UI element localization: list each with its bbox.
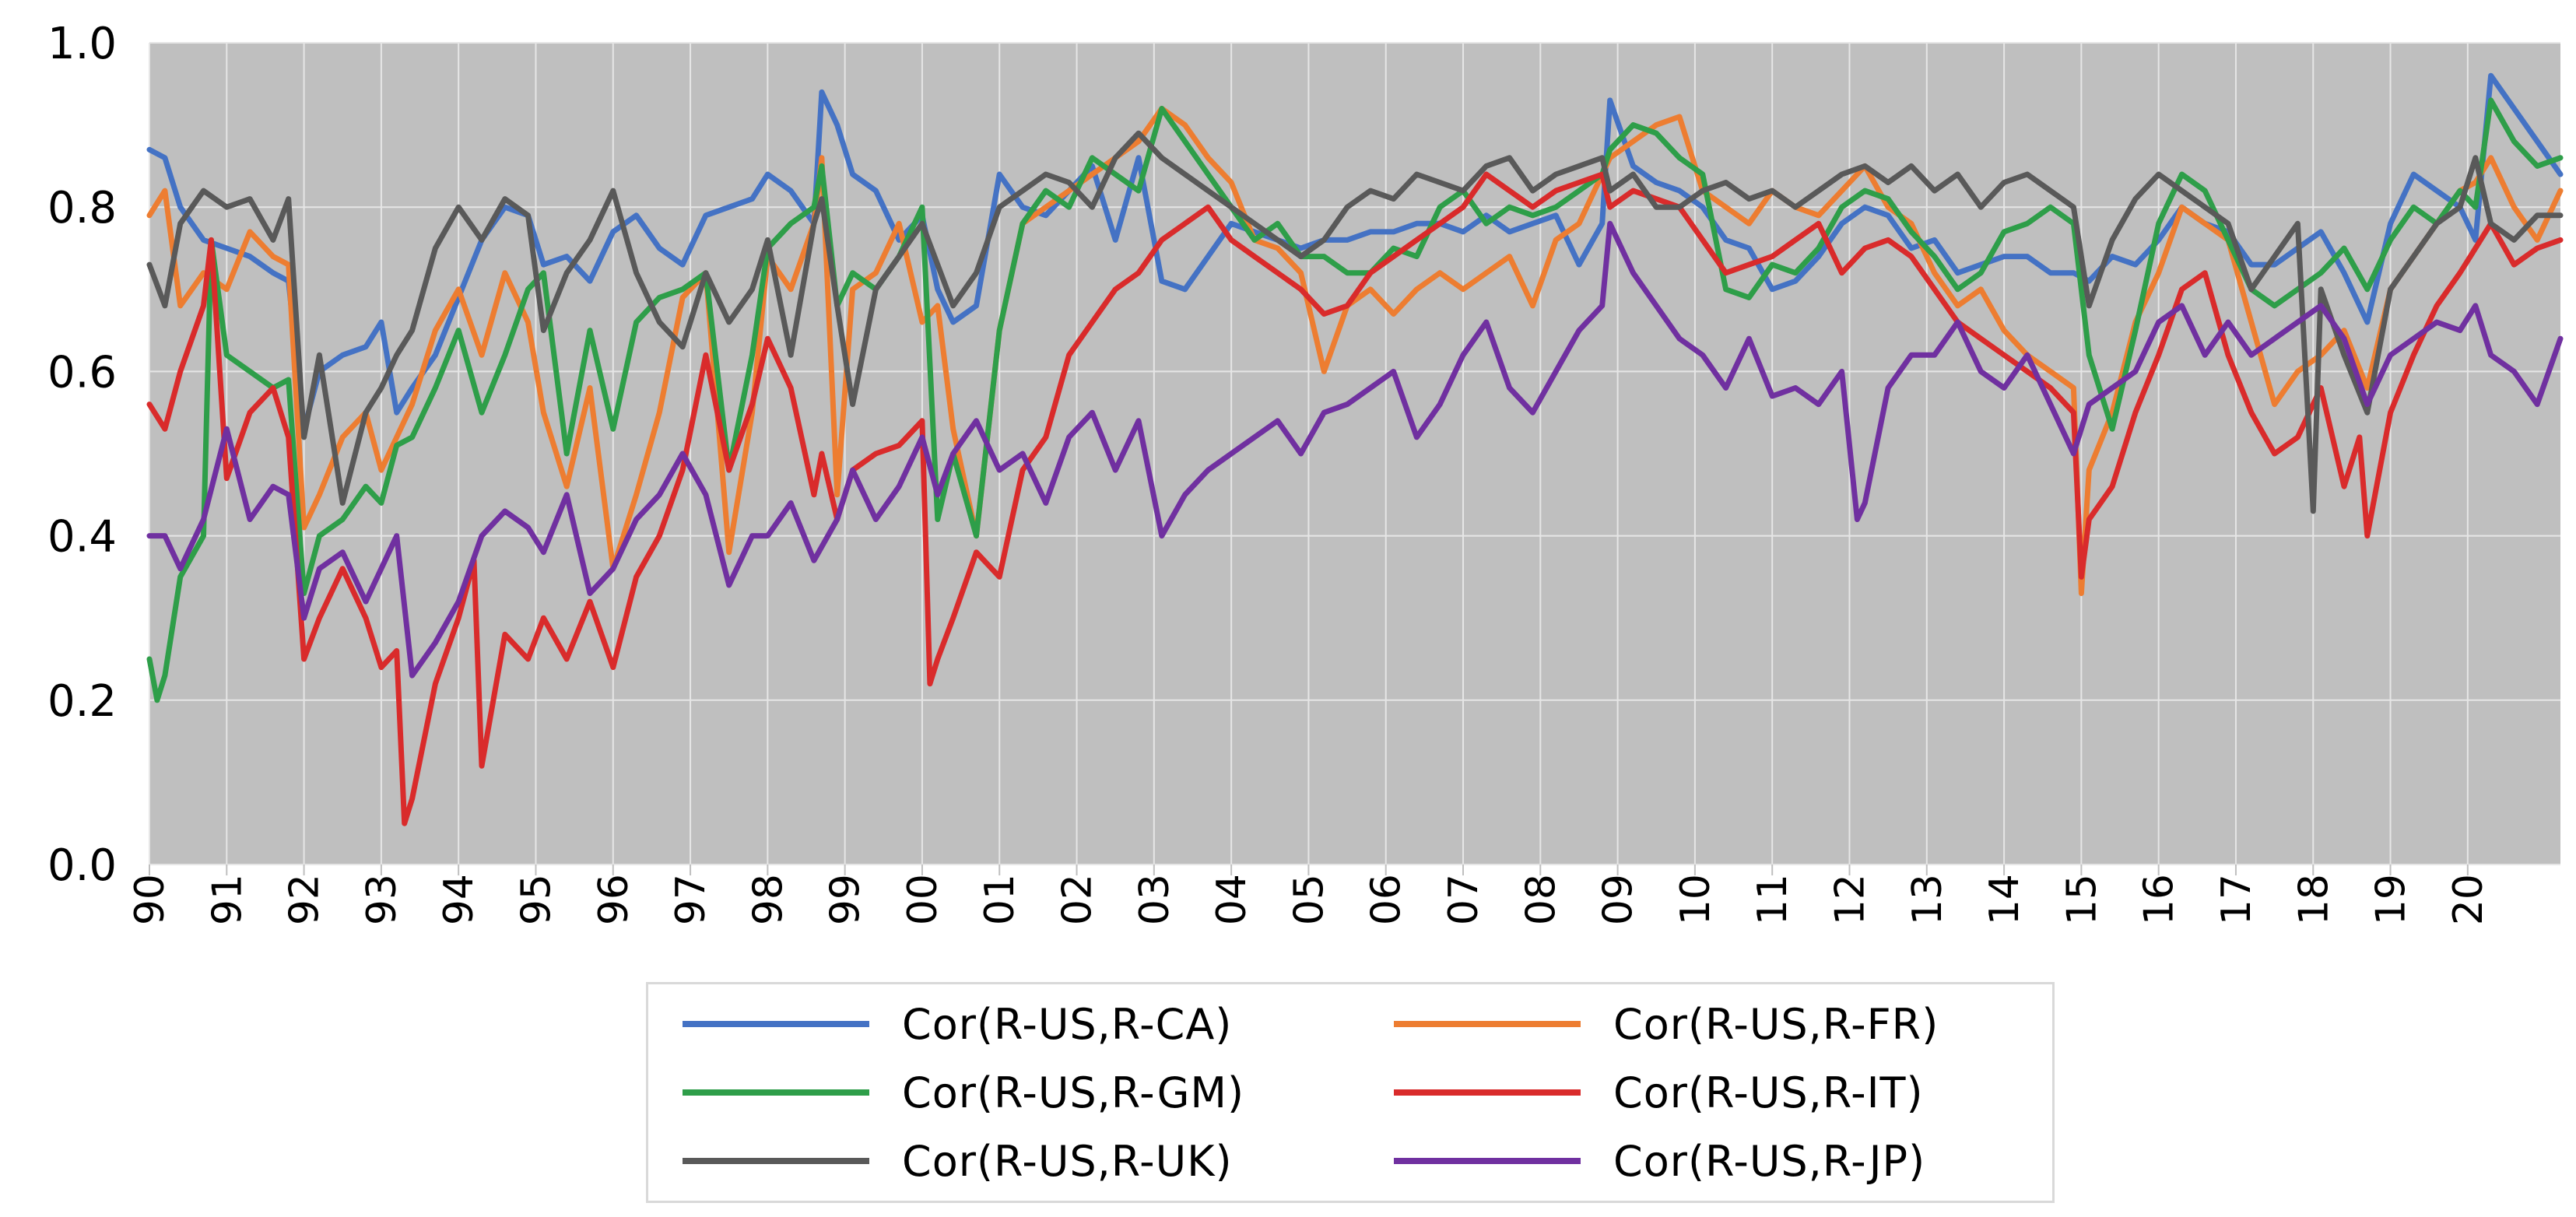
x-tick-label: 00	[900, 874, 946, 925]
x-tick-label: 98	[745, 874, 791, 925]
legend-swatch-jp	[1394, 1158, 1581, 1164]
x-tick-label: 20	[2445, 874, 2492, 925]
x-tick-label: 96	[591, 874, 637, 925]
x-tick-label: 06	[1363, 874, 1410, 925]
legend-item-gm: Cor(R-US,R-GM)	[683, 1057, 1244, 1128]
legend-label-uk: Cor(R-US,R-UK)	[902, 1136, 1233, 1186]
x-tick-label: 90	[127, 874, 174, 925]
legend-label-ca: Cor(R-US,R-CA)	[902, 999, 1233, 1049]
x-tick-label: 12	[1827, 874, 1873, 925]
x-tick-label: 18	[2290, 874, 2337, 925]
x-tick-label: 11	[1750, 874, 1796, 925]
x-tick-label: 10	[1672, 874, 1719, 925]
series-line-cor-r-us-r-gm	[146, 97, 2564, 703]
legend-item-jp: Cor(R-US,R-JP)	[1394, 1126, 1925, 1196]
x-tick-label: 08	[1518, 874, 1564, 925]
y-tick-label: 0.6	[47, 347, 117, 398]
y-tick-label: 0.0	[47, 840, 117, 891]
y-tick-label: 0.2	[47, 676, 117, 727]
x-tick-label: 97	[668, 874, 714, 925]
x-tick-label: 99	[823, 874, 869, 925]
legend-label-gm: Cor(R-US,R-GM)	[902, 1068, 1245, 1117]
plot-area	[149, 43, 2560, 865]
x-tick-label: 92	[282, 874, 328, 925]
y-tick-label: 0.4	[47, 512, 117, 563]
series-lines	[146, 72, 2564, 826]
y-axis-labels: 0.0 0.2 0.4 0.6 0.8 1.0	[47, 19, 117, 891]
x-tick-label: 16	[2136, 874, 2183, 925]
x-tick-label: 91	[204, 874, 251, 925]
x-tick-label: 02	[1055, 874, 1101, 925]
legend-label-jp: Cor(R-US,R-JP)	[1613, 1136, 1926, 1186]
chart-legend: Cor(R-US,R-CA) Cor(R-US,R-FR) Cor(R-US,R…	[646, 982, 2055, 1203]
x-tick-label: 13	[1904, 874, 1951, 925]
legend-swatch-gm	[683, 1089, 869, 1096]
legend-swatch-fr	[1394, 1021, 1581, 1027]
legend-swatch-uk	[683, 1158, 869, 1164]
legend-item-uk: Cor(R-US,R-UK)	[683, 1126, 1233, 1196]
x-tick-label: 03	[1132, 874, 1178, 925]
legend-item-fr: Cor(R-US,R-FR)	[1394, 989, 1939, 1059]
x-tick-label: 93	[359, 874, 405, 925]
x-tick-label: 09	[1595, 874, 1642, 925]
series-line-cor-r-us-r-ca	[146, 72, 2564, 432]
x-tick-label: 01	[977, 874, 1023, 925]
legend-swatch-ca	[683, 1021, 869, 1027]
x-axis-labels: 90 91 92 93 94 95 96 97 98 99 00 01 02 03 04 05 06 07 08 09…	[127, 874, 2492, 925]
series-line-cor-r-us-r-it	[146, 171, 2564, 826]
legend-item-it: Cor(R-US,R-IT)	[1394, 1057, 1924, 1128]
x-tick-label: 94	[436, 874, 483, 925]
series-line-cor-r-us-r-uk	[146, 130, 2564, 514]
legend-label-it: Cor(R-US,R-IT)	[1613, 1068, 1924, 1117]
x-tick-label: 15	[2058, 874, 2105, 925]
legend-label-fr: Cor(R-US,R-FR)	[1613, 999, 1939, 1049]
x-tick-label: 17	[2213, 874, 2260, 925]
y-tick-label: 1.0	[47, 19, 117, 69]
x-tick-label: 05	[1286, 874, 1332, 925]
x-tick-label: 19	[2368, 874, 2415, 925]
x-gridlines	[149, 43, 2469, 875]
x-tick-label: 95	[513, 874, 560, 925]
y-tick-label: 0.8	[47, 183, 117, 233]
x-tick-label: 07	[1441, 874, 1487, 925]
series-line-cor-r-us-r-jp	[146, 220, 2564, 679]
legend-item-ca: Cor(R-US,R-CA)	[683, 989, 1232, 1059]
x-tick-label: 04	[1209, 874, 1255, 925]
x-tick-label: 14	[1981, 874, 2028, 925]
legend-swatch-it	[1394, 1089, 1581, 1096]
